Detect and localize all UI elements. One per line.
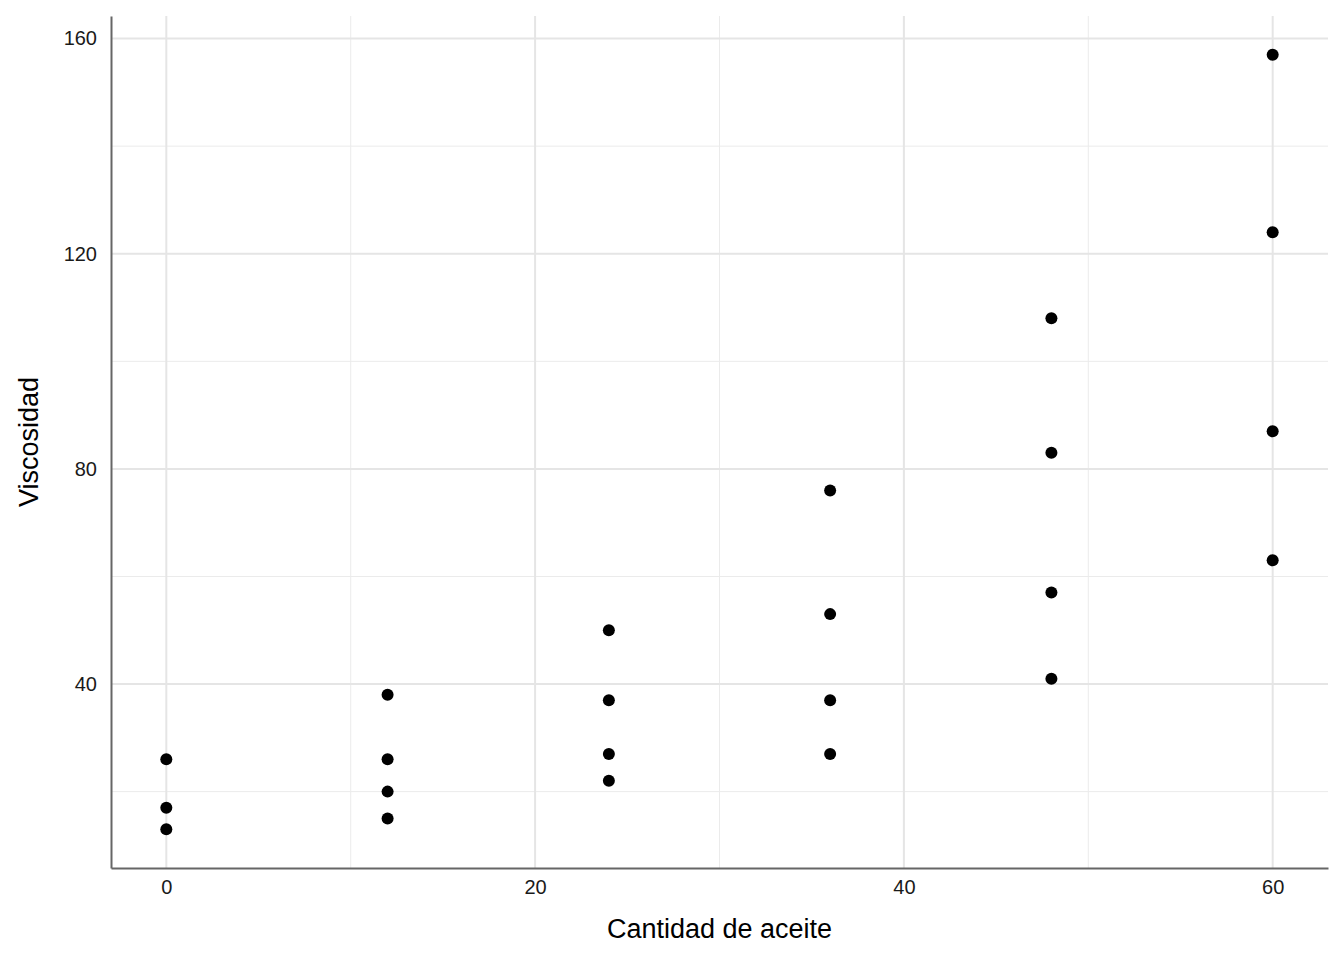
tick-label: 60 — [1262, 876, 1284, 898]
tick-label: 120 — [64, 243, 97, 265]
point — [1045, 312, 1057, 324]
point — [603, 775, 615, 787]
point — [160, 753, 172, 765]
grid-line — [903, 16, 905, 868]
point — [1045, 587, 1057, 599]
grid-line — [111, 38, 1328, 40]
y-axis-title: Viscosidad — [14, 377, 44, 507]
plot: 0 20 40 60 40 80 120 160 — [64, 16, 1329, 898]
x-axis: 0 20 40 60 — [112, 868, 1329, 898]
point — [1267, 554, 1279, 566]
points — [160, 49, 1278, 836]
tick-label: 80 — [75, 458, 97, 480]
axis-line — [111, 17, 113, 869]
point — [1267, 49, 1279, 61]
point — [382, 786, 394, 798]
minor-grid-line — [350, 16, 351, 868]
tick-label: 20 — [524, 876, 546, 898]
y-axis: 40 80 120 160 — [64, 17, 112, 869]
point — [1267, 226, 1279, 238]
x-axis-title: Cantidad de aceite — [607, 914, 832, 944]
point — [824, 748, 836, 760]
grid-line — [534, 16, 536, 868]
tick-label: 0 — [161, 876, 172, 898]
tick: 60 — [1262, 868, 1284, 898]
axis-line — [112, 868, 1329, 870]
grid-line — [111, 253, 1328, 255]
point — [824, 608, 836, 620]
minor-grid-line — [111, 791, 1328, 792]
grid-line — [165, 16, 167, 868]
grid-line — [1272, 16, 1274, 868]
minor-grid-line — [1088, 16, 1089, 868]
tick-label: 160 — [64, 27, 97, 49]
tick: 120 — [64, 243, 111, 265]
tick-label: 40 — [893, 876, 915, 898]
point — [382, 753, 394, 765]
tick: 40 — [75, 673, 111, 695]
tick: 0 — [161, 868, 172, 898]
point — [382, 813, 394, 825]
minor-grid-line — [111, 576, 1328, 577]
tick: 160 — [64, 27, 111, 49]
point — [160, 823, 172, 835]
grid-line — [111, 468, 1328, 470]
tick: 20 — [524, 868, 546, 898]
minor-grid-line — [719, 16, 720, 868]
point — [382, 689, 394, 701]
point — [1267, 425, 1279, 437]
point — [160, 802, 172, 814]
point — [603, 748, 615, 760]
tick-label: 40 — [75, 673, 97, 695]
chart: 0 20 40 60 40 80 120 160 Cantidad de aceite Visco… — [0, 0, 1344, 960]
tick: 80 — [75, 458, 111, 480]
point — [824, 484, 836, 496]
point — [1045, 447, 1057, 459]
minor-grid-line — [111, 361, 1328, 362]
minor-grid-line — [111, 146, 1328, 147]
point — [603, 624, 615, 636]
point — [1045, 673, 1057, 685]
point — [603, 694, 615, 706]
point — [824, 694, 836, 706]
grid-line — [111, 683, 1328, 685]
grid — [111, 16, 1328, 868]
tick: 40 — [893, 868, 915, 898]
